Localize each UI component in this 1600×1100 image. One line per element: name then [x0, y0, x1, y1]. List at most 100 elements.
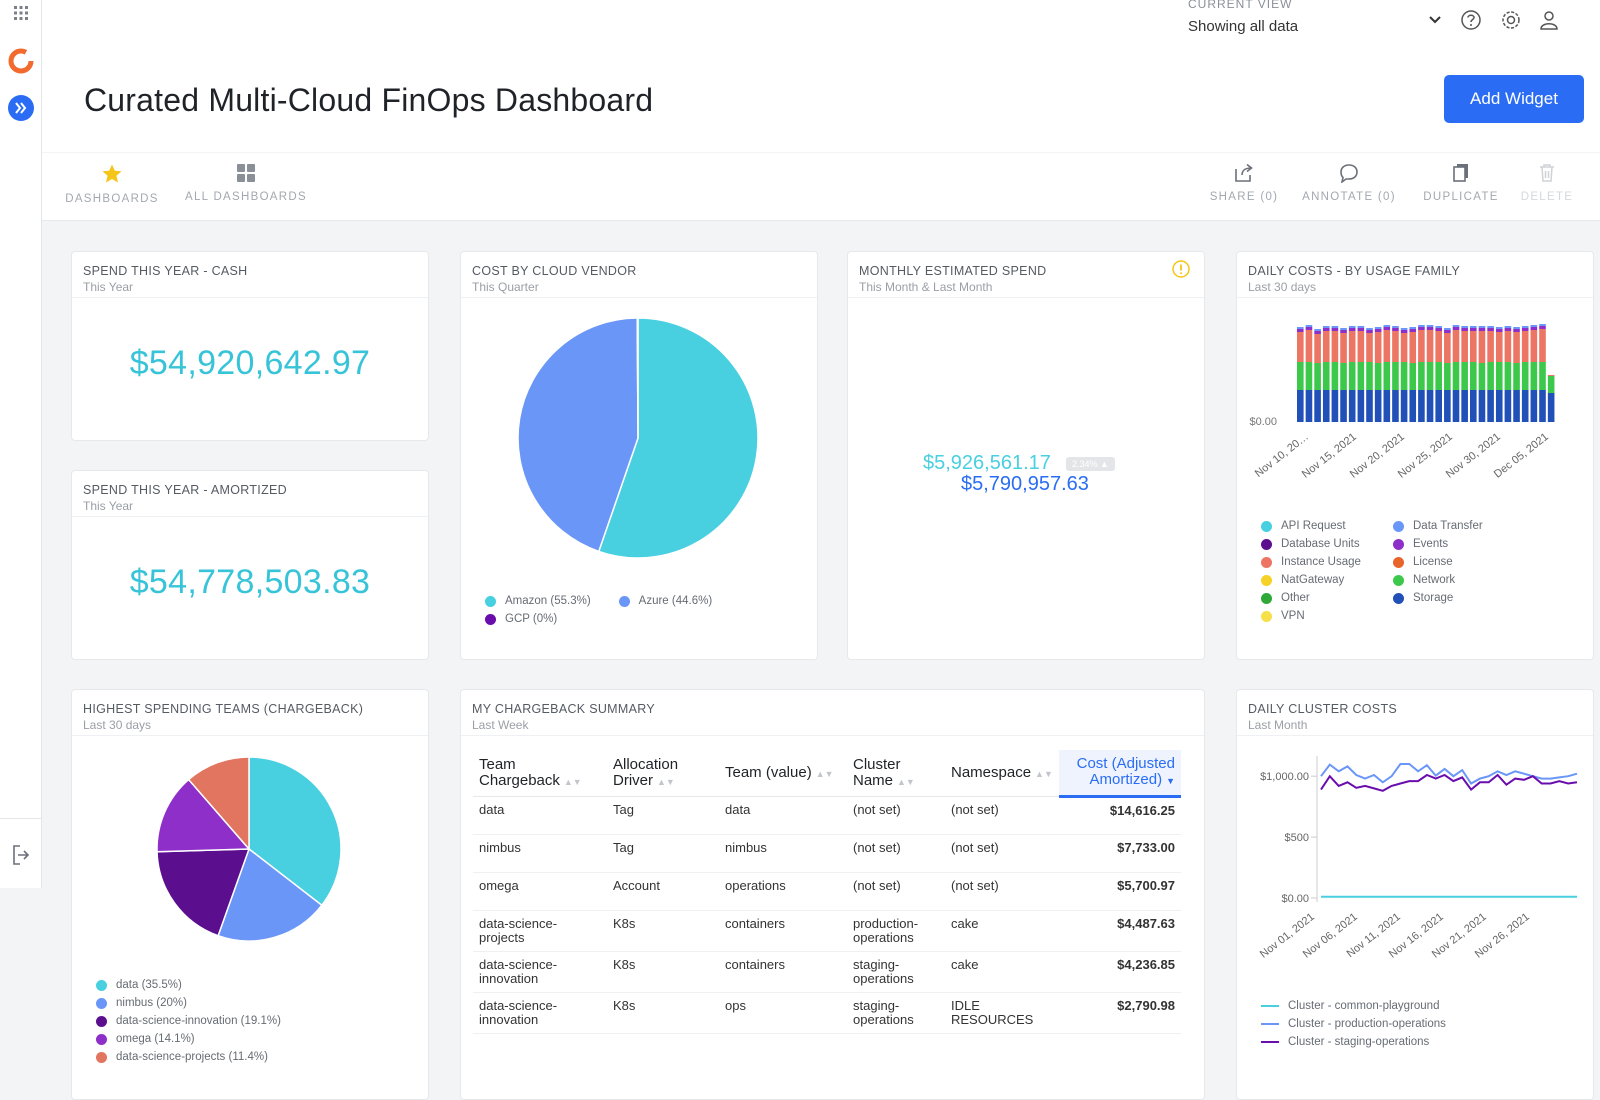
cost-by-vendor-card[interactable]: COST BY CLOUD VENDOR This Quarter Amazon …: [460, 251, 818, 660]
teams-chargeback-card[interactable]: HIGHEST SPENDING TEAMS (CHARGEBACK) Last …: [71, 689, 429, 1100]
bar-segment[interactable]: [1487, 390, 1494, 422]
bar-segment[interactable]: [1487, 326, 1494, 328]
bar-segment[interactable]: [1435, 390, 1442, 422]
spend-amortized-card[interactable]: SPEND THIS YEAR - AMORTIZED This Year $54…: [71, 470, 429, 660]
bar-segment[interactable]: [1366, 328, 1373, 330]
bar-segment[interactable]: [1409, 327, 1417, 329]
bar-segment[interactable]: [1305, 362, 1313, 390]
bar-segment[interactable]: [1357, 328, 1365, 331]
bar-segment[interactable]: [1521, 362, 1529, 390]
bar-segment[interactable]: [1383, 325, 1391, 327]
bar-segment[interactable]: [1504, 362, 1512, 390]
bar-segment[interactable]: [1418, 330, 1425, 362]
bar-segment[interactable]: [1435, 326, 1442, 328]
bar-segment[interactable]: [1513, 332, 1520, 363]
bar-segment[interactable]: [1322, 328, 1330, 331]
bar-segment[interactable]: [1400, 330, 1408, 333]
pie-slice[interactable]: [187, 756, 250, 852]
help-icon[interactable]: [1458, 7, 1484, 33]
column-header-sorted[interactable]: Cost (Adjusted Amortized) ▼: [1058, 750, 1181, 798]
bar-segment[interactable]: [1547, 376, 1555, 393]
bar-segment[interactable]: [1452, 390, 1460, 422]
bar-segment[interactable]: [1340, 390, 1347, 422]
bar-segment[interactable]: [1504, 328, 1512, 331]
bar-segment[interactable]: [1495, 327, 1503, 329]
bar-segment[interactable]: [1322, 326, 1330, 328]
annotate-button[interactable]: ANNOTATE (0): [1298, 153, 1400, 221]
bar-segment[interactable]: [1495, 329, 1503, 332]
bar-segment[interactable]: [1495, 362, 1503, 390]
bar-segment[interactable]: [1461, 328, 1468, 331]
table-row[interactable]: data-science-innovation K8s containers stag…: [473, 951, 1181, 993]
bar-segment[interactable]: [1444, 390, 1451, 422]
bar-segment[interactable]: [1409, 390, 1417, 422]
gear-icon[interactable]: [1498, 7, 1524, 33]
table-row[interactable]: data Tag data (not set) (not set) $14,616.25: [473, 796, 1181, 835]
bar-segment[interactable]: [1297, 362, 1304, 390]
bar-segment[interactable]: [1530, 327, 1538, 330]
pie-slice[interactable]: [636, 317, 639, 439]
bar-segment[interactable]: [1452, 330, 1460, 362]
bar-segment[interactable]: [1357, 331, 1365, 362]
bar-segment[interactable]: [1392, 390, 1399, 422]
bar-segment[interactable]: [1461, 331, 1468, 362]
chargeback-summary-card[interactable]: MY CHARGEBACK SUMMARY Last Week Team Char…: [460, 689, 1205, 1100]
bar-segment[interactable]: [1530, 390, 1538, 422]
bar-segment[interactable]: [1470, 326, 1477, 328]
bar-segment[interactable]: [1331, 362, 1339, 390]
bar-segment[interactable]: [1504, 390, 1512, 422]
bar-segment[interactable]: [1383, 362, 1391, 390]
bar-segment[interactable]: [1470, 390, 1477, 422]
pie-slice[interactable]: [248, 756, 342, 907]
table-row[interactable]: nimbus Tag nimbus (not set) (not set) $7,733.…: [473, 834, 1181, 873]
cluster-costs-card[interactable]: DAILY CLUSTER COSTS Last Month $1,000.00 $…: [1236, 689, 1594, 1100]
bar-segment[interactable]: [1331, 328, 1339, 331]
bar-segment[interactable]: [1392, 328, 1399, 331]
bar-segment[interactable]: [1435, 328, 1442, 331]
bar-segment[interactable]: [1400, 333, 1408, 362]
table-row[interactable]: data-science-projects K8s containers produc…: [473, 910, 1181, 952]
bar-segment[interactable]: [1426, 390, 1434, 422]
bar-segment[interactable]: [1314, 363, 1321, 390]
bar-segment[interactable]: [1400, 390, 1408, 422]
bar-segment[interactable]: [1539, 362, 1546, 390]
table-row[interactable]: data-science-innovation K8s ops staging-ope…: [473, 992, 1181, 1034]
bar-segment[interactable]: [1357, 326, 1365, 328]
bar-segment[interactable]: [1452, 325, 1460, 327]
column-header[interactable]: Namespace ▲▼: [945, 750, 1059, 797]
bar-segment[interactable]: [1426, 327, 1434, 330]
warning-icon[interactable]: [1172, 260, 1190, 283]
spend-cash-card[interactable]: SPEND THIS YEAR - CASH This Year $54,920,…: [71, 251, 429, 441]
bar-segment[interactable]: [1452, 327, 1460, 330]
current-view-value[interactable]: Showing all data: [1188, 18, 1299, 35]
bar-segment[interactable]: [1521, 328, 1529, 331]
bar-segment[interactable]: [1461, 326, 1468, 328]
bar-segment[interactable]: [1392, 331, 1399, 362]
bar-segment[interactable]: [1305, 330, 1313, 362]
monthly-spend-card[interactable]: MONTHLY ESTIMATED SPEND This Month & Last…: [847, 251, 1205, 660]
delete-button[interactable]: DELETE: [1516, 153, 1578, 221]
bar-segment[interactable]: [1392, 362, 1399, 390]
tab-dashboards[interactable]: DASHBOARDS: [65, 153, 158, 221]
bar-segment[interactable]: [1495, 332, 1503, 362]
bar-segment[interactable]: [1331, 390, 1339, 422]
bar-segment[interactable]: [1348, 326, 1356, 328]
pie-slice[interactable]: [217, 847, 323, 942]
bar-segment[interactable]: [1374, 332, 1382, 363]
bar-segment[interactable]: [1487, 331, 1494, 362]
bar-segment[interactable]: [1547, 375, 1555, 376]
bar-segment[interactable]: [1426, 362, 1434, 390]
bar-segment[interactable]: [1444, 330, 1451, 333]
bar-segment[interactable]: [1297, 390, 1304, 422]
bar-segment[interactable]: [1392, 326, 1399, 328]
bar-segment[interactable]: [1444, 363, 1451, 390]
bar-segment[interactable]: [1487, 362, 1494, 390]
bar-segment[interactable]: [1521, 331, 1529, 362]
bar-segment[interactable]: [1305, 325, 1313, 327]
bar-segment[interactable]: [1418, 362, 1425, 390]
bar-segment[interactable]: [1539, 329, 1546, 362]
bar-segment[interactable]: [1366, 333, 1373, 362]
bar-segment[interactable]: [1340, 328, 1347, 330]
bar-segment[interactable]: [1322, 331, 1330, 362]
bar-segment[interactable]: [1504, 326, 1512, 328]
